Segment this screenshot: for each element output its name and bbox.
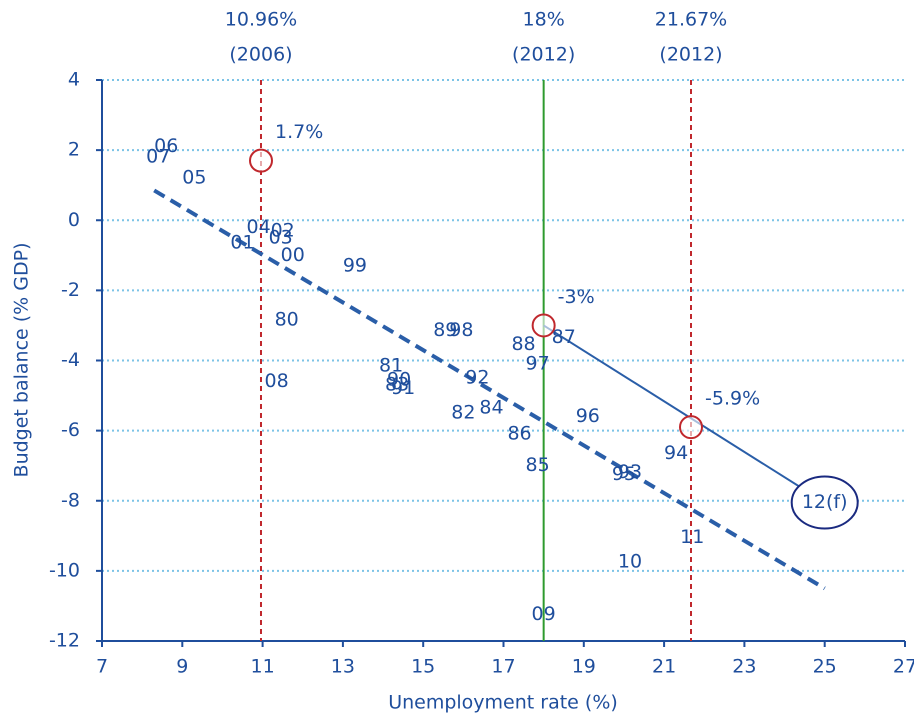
x-tick-label: 23: [732, 656, 756, 678]
point-label: 81: [379, 354, 403, 376]
x-axis-label: Unemployment rate (%): [388, 692, 618, 714]
y-tick-label: 2: [68, 139, 80, 161]
reference-label: 18%: [523, 9, 565, 31]
point-label: 89: [433, 319, 457, 341]
point-label: 10: [618, 551, 642, 573]
y-tick-label: 0: [68, 209, 80, 231]
point-label: 99: [343, 254, 367, 276]
point-label: 82: [451, 402, 475, 424]
highlight-label: -5.9%: [705, 388, 760, 410]
reference-label: (2006): [229, 44, 292, 66]
y-tick-label: -8: [61, 489, 80, 511]
point-label: 02: [271, 219, 295, 241]
reference-label: 21.67%: [655, 9, 727, 31]
y-tick-label: -10: [49, 559, 80, 581]
point-label: 92: [465, 367, 489, 389]
reference-label: (2012): [512, 44, 575, 66]
y-tick-label: -4: [61, 349, 80, 371]
point-label: 94: [664, 442, 688, 464]
x-tick-label: 7: [96, 656, 108, 678]
highlight-marker: [248, 148, 273, 173]
point-label: 80: [275, 309, 299, 331]
point-label: 91: [391, 377, 415, 399]
point-label: 04: [246, 216, 270, 238]
point-label: 11: [680, 526, 704, 548]
x-tick-label: 17: [491, 656, 515, 678]
point-label: 97: [526, 353, 550, 375]
point-label: 96: [576, 405, 600, 427]
y-tick-label: -12: [49, 630, 80, 652]
point-label: 95: [612, 463, 636, 485]
point-label: 84: [479, 396, 503, 418]
x-tick-label: 11: [251, 656, 275, 678]
x-tick-label: 21: [652, 656, 676, 678]
x-tick-label: 25: [813, 656, 837, 678]
highlight-marker: [679, 415, 704, 440]
forecast-label: 12(f): [802, 491, 848, 513]
projection-line: [543, 324, 826, 504]
point-label: 83: [385, 374, 409, 396]
point-label: 86: [507, 423, 531, 445]
point-label: 08: [265, 370, 289, 392]
point-label: 88: [511, 333, 535, 355]
point-label: 00: [281, 244, 305, 266]
highlight-label: -3%: [558, 286, 595, 308]
point-label: 98: [449, 319, 473, 341]
y-axis-label: Budget balance (% GDP): [11, 243, 33, 478]
x-tick-label: 9: [176, 656, 188, 678]
y-tick-label: -2: [61, 279, 80, 301]
forecast-ring: [790, 475, 859, 530]
x-tick-label: 13: [331, 656, 355, 678]
trend-line: [153, 188, 826, 591]
point-label: 01: [230, 232, 254, 254]
highlight-marker: [531, 313, 556, 338]
point-label: 09: [532, 603, 556, 625]
point-label: 07: [146, 146, 170, 168]
y-tick-label: 4: [68, 69, 80, 91]
x-tick-label: 19: [572, 656, 596, 678]
point-label: 85: [526, 454, 550, 476]
reference-label: 10.96%: [225, 9, 297, 31]
x-tick-label: 15: [411, 656, 435, 678]
highlight-label: 1.7%: [275, 121, 323, 143]
point-label: 90: [387, 368, 411, 390]
x-tick-label: 27: [893, 656, 914, 678]
point-label: 87: [552, 326, 576, 348]
point-label: 93: [618, 461, 642, 483]
y-tick-label: -6: [61, 419, 80, 441]
point-label: 06: [154, 135, 178, 157]
point-label: 03: [269, 226, 293, 248]
reference-label: (2012): [659, 44, 722, 66]
point-label: 05: [182, 167, 206, 189]
